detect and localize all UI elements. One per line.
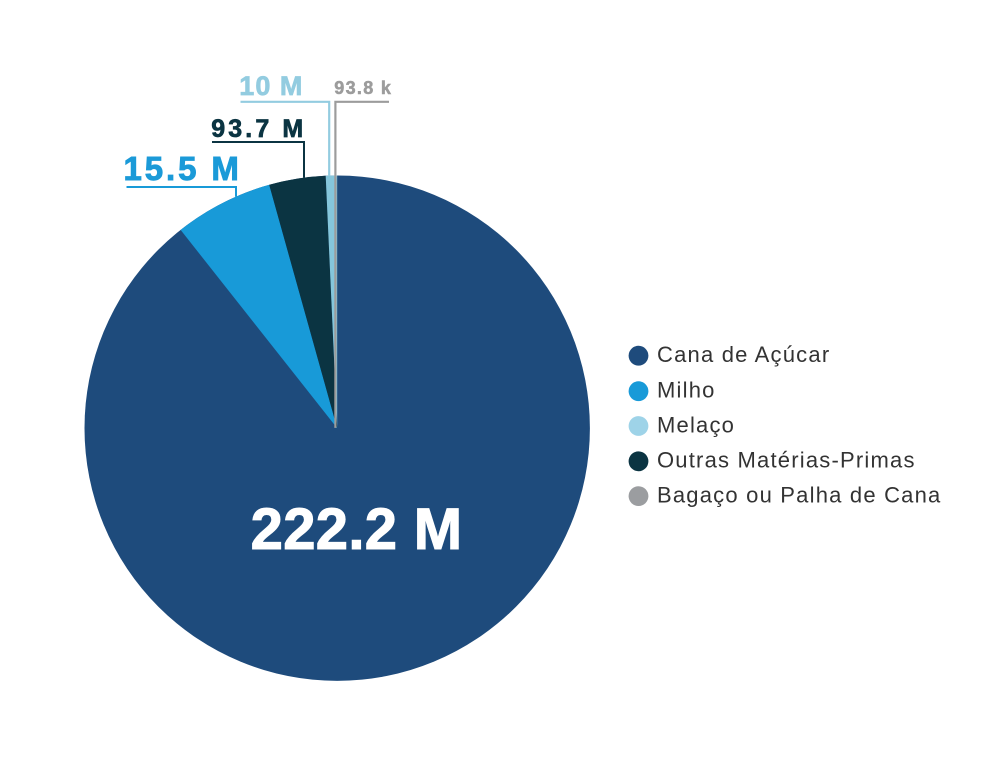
svg-text:Outras Matérias-Primas: Outras Matérias-Primas	[657, 448, 916, 473]
svg-text:222.2 M: 222.2 M	[251, 497, 463, 562]
svg-text:Cana de Açúcar: Cana de Açúcar	[657, 342, 830, 367]
svg-text:Bagaço ou Palha de Cana: Bagaço ou Palha de Cana	[657, 482, 941, 507]
svg-text:Milho: Milho	[657, 378, 716, 403]
svg-text:Melaço: Melaço	[657, 412, 735, 437]
svg-text:93.7 M: 93.7 M	[211, 115, 306, 143]
svg-text:15.5 M: 15.5 M	[124, 150, 242, 187]
svg-text:10 M: 10 M	[239, 71, 303, 101]
svg-text:93.8 k: 93.8 k	[334, 78, 392, 98]
